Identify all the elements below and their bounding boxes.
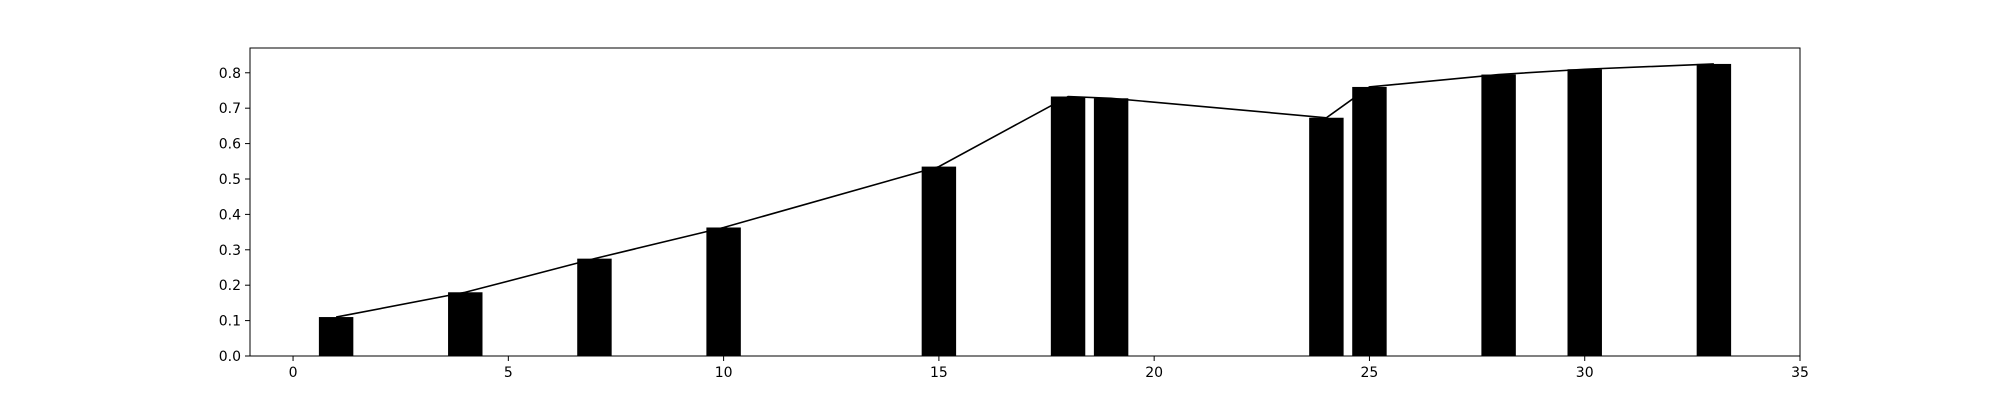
y-tick-label: 0.1: [219, 314, 241, 330]
bar: [1352, 86, 1387, 356]
bar: [448, 292, 483, 356]
bars-group: [318, 63, 1732, 357]
x-tick-label: 5: [504, 365, 513, 381]
y-tick-label: 0.8: [219, 66, 241, 82]
bar: [1696, 63, 1732, 357]
x-tick-label: 35: [1791, 365, 1809, 381]
bar: [1567, 69, 1602, 356]
y-tick-label: 0.0: [219, 349, 241, 365]
y-tick-label: 0.6: [219, 137, 241, 153]
y-tick-label: 0.2: [219, 278, 241, 294]
bar: [1050, 96, 1086, 356]
x-tick-label: 10: [715, 365, 733, 381]
bar: [577, 258, 612, 356]
plot-frame: [249, 47, 1801, 357]
bar: [921, 166, 957, 356]
y-tick-label: 0.7: [219, 101, 241, 117]
x-tick-label: 25: [1361, 365, 1379, 381]
x-tick-label: 15: [930, 365, 948, 381]
bar: [706, 227, 741, 356]
x-tick-label: 0: [289, 365, 298, 381]
y-tick-label: 0.3: [219, 243, 241, 259]
y-tick-label: 0.4: [219, 207, 241, 223]
bar: [1309, 117, 1344, 357]
bar: [318, 317, 354, 356]
x-tick-label: 20: [1145, 365, 1163, 381]
bar: [1093, 98, 1129, 356]
axes-group: 0 5 10 15 20 25 30 35 0.0 0.1 0.2 0.3 0.4 0.5 0.6 0.7 0.…: [219, 47, 1809, 381]
y-tick-label: 0.5: [219, 172, 241, 188]
bar: [1481, 74, 1516, 356]
line-layer: [335, 63, 1714, 318]
x-tick-label: 30: [1576, 365, 1594, 381]
series-line: [335, 63, 1714, 318]
